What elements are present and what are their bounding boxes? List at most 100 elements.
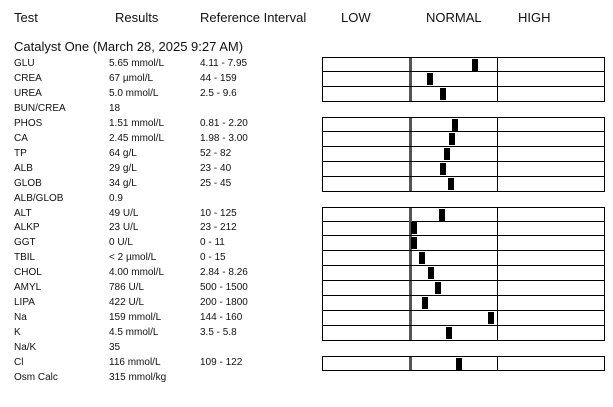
low-normal-divider	[409, 221, 412, 235]
test-result: 315 mmol/kg	[109, 372, 167, 383]
test-result: 5.0 mmol/L	[109, 88, 159, 99]
result-marker	[428, 267, 434, 279]
table-row: ALB 29 g/L 23 - 40	[0, 162, 605, 177]
result-marker	[448, 178, 454, 190]
test-result: 422 U/L	[109, 297, 145, 308]
test-result: 64 g/L	[109, 148, 137, 159]
test-name: AMYL	[14, 282, 42, 293]
header-test: Test	[14, 10, 38, 25]
low-normal-divider	[409, 177, 412, 191]
test-name: BUN/CREA	[14, 103, 66, 114]
result-marker	[449, 133, 455, 145]
result-marker	[440, 88, 446, 100]
test-name: LIPA	[14, 297, 35, 308]
test-name: TP	[14, 148, 27, 159]
test-result: 4.00 mmol/L	[109, 267, 165, 278]
low-normal-divider	[409, 311, 412, 325]
low-normal-divider	[409, 281, 412, 295]
panel-title: Catalyst One (March 28, 2025 9:27 AM)	[14, 39, 244, 54]
range-bar	[322, 117, 605, 132]
result-marker	[411, 222, 417, 234]
reference-interval: 10 - 125	[200, 208, 237, 219]
normal-high-divider	[497, 311, 498, 325]
range-bar	[322, 207, 605, 222]
low-normal-divider	[409, 236, 412, 250]
low-normal-divider	[409, 326, 412, 340]
test-result: < 2 µmol/L	[109, 252, 157, 263]
table-row: TP 64 g/L 52 - 82	[0, 147, 605, 162]
reference-interval: 200 - 1800	[200, 297, 248, 308]
normal-high-divider	[497, 357, 498, 370]
range-bar	[322, 177, 605, 192]
normal-high-divider	[497, 208, 498, 221]
normal-high-divider	[497, 281, 498, 295]
test-result: 0.9	[109, 193, 123, 204]
normal-high-divider	[497, 266, 498, 280]
result-marker	[472, 59, 478, 71]
result-marker	[488, 312, 494, 324]
low-normal-divider	[409, 72, 412, 86]
reference-interval: 3.5 - 5.8	[200, 327, 237, 338]
test-name: K	[14, 327, 21, 338]
range-bar	[322, 132, 605, 147]
reference-interval: 4.11 - 7.95	[200, 58, 248, 69]
table-row: ALB/GLOB 0.9	[0, 192, 600, 207]
reference-interval: 109 - 122	[200, 357, 243, 368]
range-bar	[322, 251, 605, 266]
test-result: 49 U/L	[109, 208, 139, 219]
result-marker	[439, 209, 445, 221]
normal-high-divider	[497, 326, 498, 340]
normal-high-divider	[497, 162, 498, 176]
range-bar	[322, 311, 605, 326]
test-result: 786 U/L	[109, 282, 145, 293]
test-result: 0 U/L	[109, 237, 133, 248]
test-name: GGT	[14, 237, 36, 248]
table-row: Na/K 35	[0, 341, 600, 356]
reference-interval: 44 - 159	[200, 73, 237, 84]
range-bar	[322, 266, 605, 281]
test-result: 5.65 mmol/L	[109, 58, 165, 69]
table-row: GGT 0 U/L 0 - 11	[0, 236, 605, 251]
table-row: GLOB 34 g/L 25 - 45	[0, 177, 605, 192]
test-result: 23 U/L	[109, 222, 139, 233]
range-bar	[322, 87, 605, 102]
result-marker	[435, 282, 441, 294]
normal-high-divider	[497, 118, 498, 131]
reference-interval: 0 - 11	[200, 237, 225, 248]
range-bar	[322, 281, 605, 296]
header-high: HIGH	[518, 10, 551, 25]
test-name: CA	[14, 133, 28, 144]
test-name: GLU	[14, 58, 35, 69]
reference-interval: 2.5 - 9.6	[200, 88, 237, 99]
normal-high-divider	[497, 58, 498, 71]
reference-interval: 2.84 - 8.26	[200, 267, 248, 278]
result-marker	[419, 252, 425, 264]
test-name: ALT	[14, 208, 32, 219]
table-row: ALT 49 U/L 10 - 125	[0, 207, 605, 222]
reference-interval: 23 - 212	[200, 222, 237, 233]
low-normal-divider	[409, 357, 412, 370]
test-result: 35	[109, 342, 121, 353]
reference-interval: 0.81 - 2.20	[200, 118, 248, 129]
range-bar	[322, 72, 605, 87]
table-row: Osm Calc 315 mmol/kg	[0, 371, 600, 386]
result-marker	[456, 358, 462, 370]
reference-interval: 0 - 15	[200, 252, 226, 263]
table-row: BUN/CREA 18	[0, 102, 600, 117]
range-bar	[322, 326, 605, 341]
table-row: TBIL < 2 µmol/L 0 - 15	[0, 251, 605, 266]
range-bar	[322, 356, 605, 371]
test-name: Cl	[14, 357, 24, 368]
table-row: CA 2.45 mmol/L 1.98 - 3.00	[0, 132, 605, 147]
normal-high-divider	[497, 147, 498, 161]
low-normal-divider	[409, 266, 412, 280]
test-result: 67 µmol/L	[109, 73, 154, 84]
result-marker	[452, 119, 458, 131]
low-normal-divider	[409, 132, 412, 146]
result-marker	[440, 163, 446, 175]
table-row: GLU 5.65 mmol/L 4.11 - 7.95	[0, 57, 605, 72]
test-name: ALKP	[14, 222, 40, 233]
low-normal-divider	[409, 208, 412, 221]
test-name: PHOS	[14, 118, 43, 129]
test-name: Na/K	[14, 342, 37, 353]
